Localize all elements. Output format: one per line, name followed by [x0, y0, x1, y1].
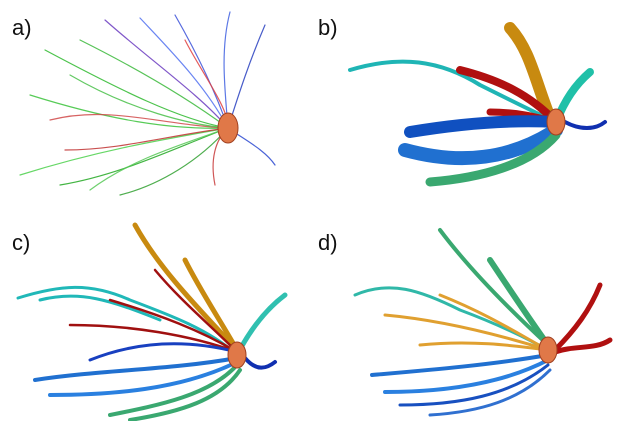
fiber-bundle [555, 285, 600, 350]
fiber-bundle [140, 18, 228, 128]
fiber-bundle [228, 25, 265, 128]
fiber-bundle [30, 95, 228, 128]
seed-region [228, 342, 246, 368]
panel-c [18, 225, 285, 420]
panel-label: a) [12, 15, 32, 40]
fiber-bundle [245, 358, 275, 368]
seed-region [547, 109, 565, 135]
seed-region [539, 337, 557, 363]
panel-label: d) [318, 230, 338, 255]
fiber-bundle [50, 362, 237, 395]
fiber-bundle [185, 40, 228, 128]
fiber-bundle [440, 230, 548, 345]
figure: a) b) c) d) [0, 0, 626, 421]
panel-b [350, 28, 605, 182]
fiber-bundle [237, 295, 285, 355]
seed-region [218, 113, 238, 143]
panel-d [355, 230, 610, 415]
fiber-bundle [40, 296, 160, 320]
fiber-bundle [65, 128, 228, 150]
fiber-bundle [565, 122, 605, 128]
panel-label: b) [318, 15, 338, 40]
fiber-bundle [224, 12, 230, 128]
fiber-bundle [105, 20, 228, 128]
panel-a [20, 12, 275, 195]
panel-label: c) [12, 230, 30, 255]
fiber-bundle [175, 15, 228, 128]
fiber-bundle [90, 344, 237, 360]
fiber-bundle [35, 358, 237, 380]
fiber-bundle [410, 121, 556, 132]
